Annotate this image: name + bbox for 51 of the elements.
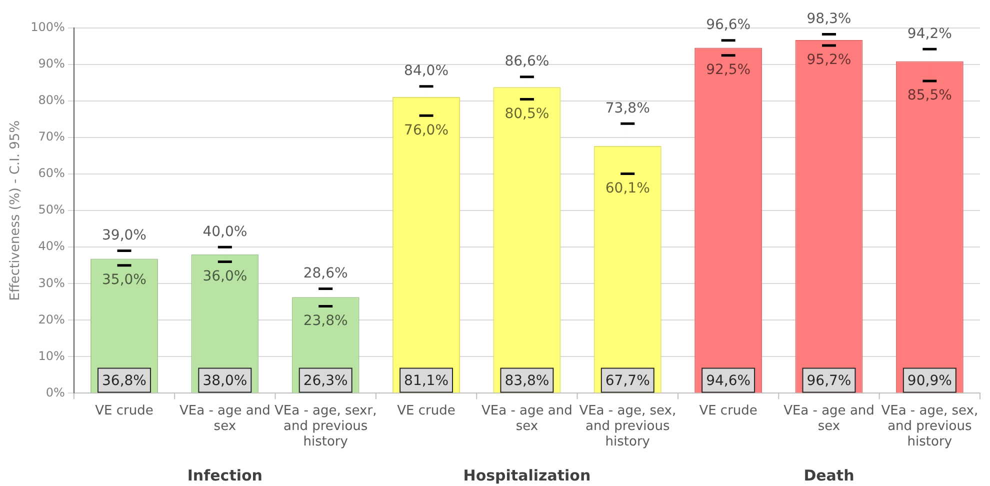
data-label: 36,8% <box>102 372 146 389</box>
data-label: 26,3% <box>303 372 348 389</box>
text: 98,3% <box>806 10 852 27</box>
data-label: 83,8% <box>504 372 550 389</box>
y-tick-label: 30% <box>38 276 65 290</box>
text: Death <box>804 466 854 484</box>
data-label: 81,1% <box>404 372 449 389</box>
data-label: 38,0% <box>202 372 248 389</box>
annotation: 92,5% <box>706 62 751 78</box>
annotation: 39,0% <box>102 227 146 244</box>
y-tick-label: 90% <box>38 56 65 71</box>
y-tick-label: 60% <box>38 166 65 180</box>
annotation: 85,5% <box>907 88 952 104</box>
data-label: 67,7% <box>605 372 650 389</box>
y-tick-label: 40% <box>38 239 65 254</box>
x-tick-label: VEa - age, sex, and previous history <box>579 403 676 450</box>
annotation: 86,6% <box>504 54 550 70</box>
y-tick-label: 70% <box>38 130 65 144</box>
x-tick-label: VEa - age and sex <box>180 403 270 434</box>
annotation: 76,0% <box>404 122 449 138</box>
x-tick-label: VEa - age, sexr, and previous history <box>274 403 377 450</box>
data-label: 90,9% <box>907 372 952 389</box>
text: Hospitalization <box>463 466 591 484</box>
x-tick-label: VEa - age, sex, and previous history <box>881 403 978 450</box>
data-label: 94,6% <box>706 372 751 389</box>
data-label: 96,7% <box>806 372 852 389</box>
x-tick-label: VEa - age and sex <box>482 403 572 434</box>
annotation: 73,8% <box>605 100 650 116</box>
annotation: 60,1% <box>605 180 650 196</box>
x-tick-label: VE crude <box>699 403 758 418</box>
x-tick-label: VEa - age and sex <box>784 403 874 434</box>
y-tick-label: 50% <box>38 202 65 217</box>
annotation: 23,8% <box>303 312 348 329</box>
annotation: 40,0% <box>202 224 248 240</box>
y-tick-label: 100% <box>30 20 65 34</box>
y-tick-label: 10% <box>38 348 65 363</box>
y-axis-title: Effectiveness (%) - C.I. 95% <box>8 120 24 301</box>
y-tick-label: 20% <box>38 312 65 326</box>
text: Infection <box>187 466 262 484</box>
annotation: 95,2% <box>806 52 852 68</box>
annotation: 28,6% <box>303 265 348 282</box>
y-tick-label: 80% <box>38 93 65 108</box>
y-tick-label: 0% <box>46 385 65 400</box>
x-tick-label: VE crude <box>397 403 456 418</box>
annotation: 96,6% <box>706 17 751 34</box>
annotation: 94,2% <box>907 26 952 42</box>
annotation: 84,0% <box>404 63 449 80</box>
x-tick-label: VE crude <box>95 403 154 418</box>
annotation: 35,0% <box>102 272 146 288</box>
annotation: 36,0% <box>202 268 248 284</box>
annotation: 80,5% <box>504 106 550 122</box>
